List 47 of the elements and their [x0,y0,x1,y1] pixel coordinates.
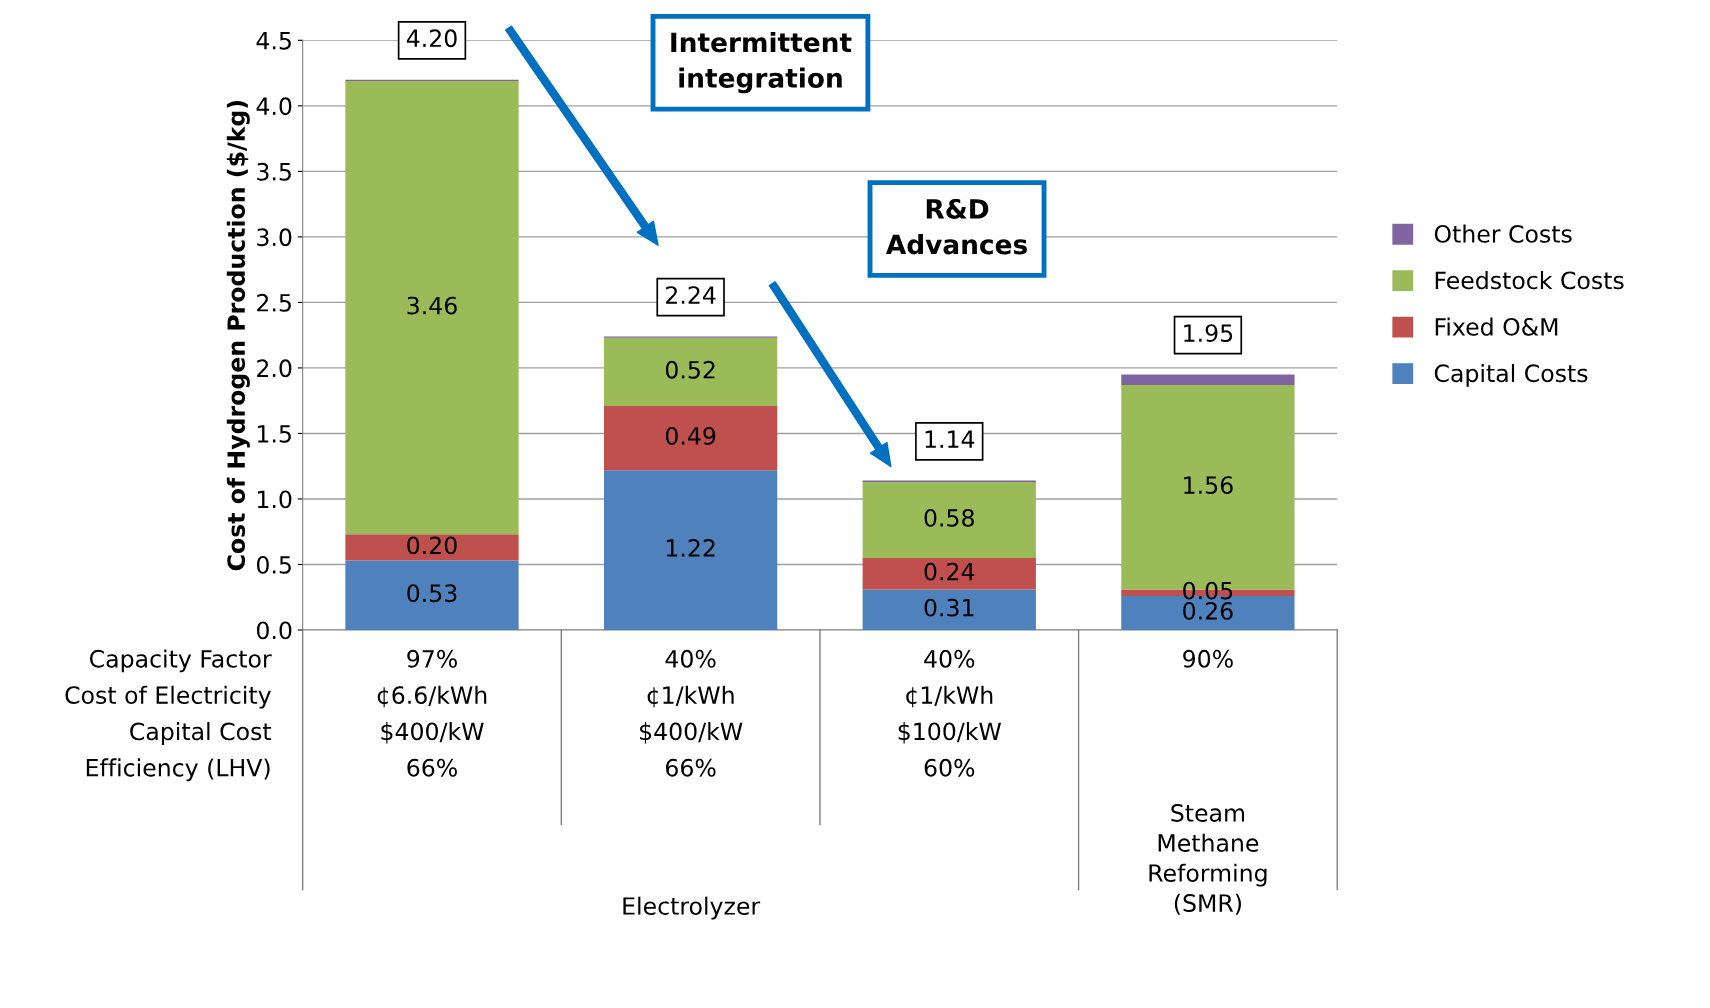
total-label: 2.24 [666,286,716,304]
data-label: 0.26 [1183,601,1233,620]
y-tick-label: 4.5 [256,32,291,50]
text: Electrolyzer [623,896,761,920]
legend-label: Capital Costs [1434,363,1588,387]
legend-label: Other Costs [1434,224,1572,243]
y-tick-label: 4.0 [256,97,292,116]
data-label: 1.22 [666,539,715,557]
data-label: 0.49 [665,427,716,445]
data-label: 0.20 [407,536,457,555]
data-label: 0.53 [407,584,457,603]
y-tick-label: 2.5 [257,293,291,312]
annotation: R&D Advances [885,198,1027,255]
total-label: 4.20 [406,29,457,48]
bar [603,470,778,630]
bar [1121,374,1295,385]
x-tick-label: 90% [1183,649,1233,668]
y-axis-title: Cost of Hydrogen Production ($/kg) [226,100,250,571]
x-tick-label: 97% ¢6.6/kWh $400/kW 66% [377,649,487,777]
text: Steam Methane Reforming (SMR) [1149,804,1267,915]
data-label: 0.24 [924,562,975,581]
data-label: 3.46 [407,296,457,315]
annotation: Intermittent integration [671,31,852,94]
bar [345,560,519,630]
y-tick-label: 0.5 [256,555,291,574]
x-tick-label: 40% ¢1/kWh $400/kW 66% [640,649,743,777]
bar [862,557,1036,590]
y-tick-label: 3.5 [257,162,291,181]
legend-label: Feedstock Costs [1435,271,1624,290]
y-tick-label: 0.0 [256,621,292,640]
total-label: 1.95 [1184,324,1233,343]
y-tick-label: 3.0 [257,228,292,247]
total-label: 1.14 [925,430,975,448]
legend-label: Fixed O&M [1435,317,1558,336]
y-tick-label: 2.0 [257,359,292,378]
bar [345,534,519,561]
text: Capacity Factor Cost of Electricity Capital Cost Efficiency (LHV) [65,649,272,782]
bar [345,80,519,535]
bar [862,481,1036,558]
x-tick-label: 40% ¢1/kWh $100/kW 60% [898,649,1002,777]
bar [862,589,1036,630]
y-tick-label: 1.5 [257,425,291,443]
data-label: 1.56 [1184,476,1233,495]
data-label: 0.58 [924,508,974,527]
data-label: 0.52 [665,360,715,379]
data-label: 0.31 [924,598,974,617]
y-tick-label: 1.0 [257,490,292,509]
